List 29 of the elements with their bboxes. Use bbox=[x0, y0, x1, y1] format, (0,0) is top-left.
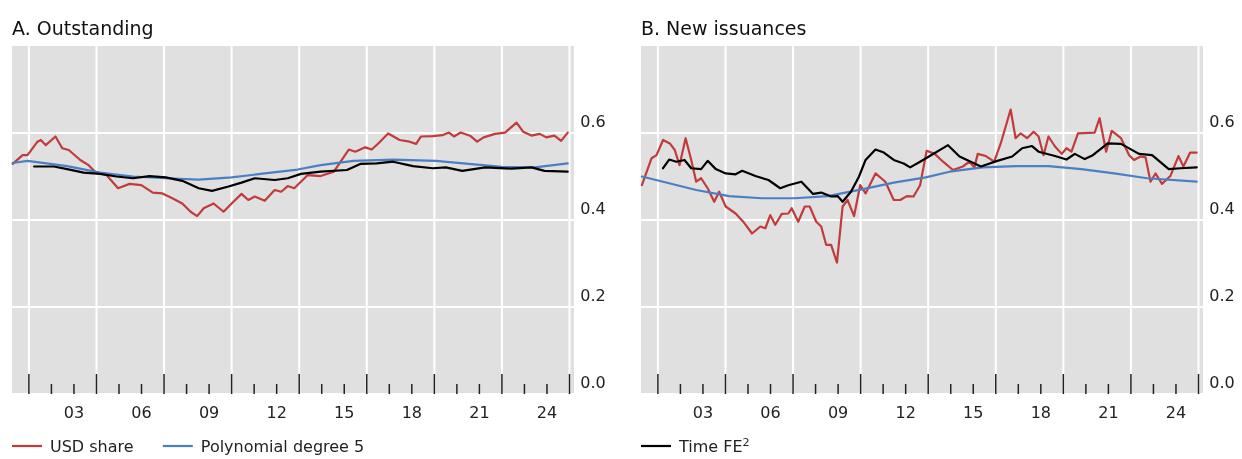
x-tick-label: 03 bbox=[63, 403, 85, 422]
chart-title: B. New issuances bbox=[641, 17, 807, 39]
x-tick-label: 09 bbox=[198, 403, 220, 422]
y-tick-label: 0.6 bbox=[580, 112, 606, 131]
x-tick-label: 18 bbox=[1030, 403, 1051, 422]
x-tick-label: 18 bbox=[401, 403, 422, 422]
y-tick-label: 0.6 bbox=[1209, 112, 1235, 131]
x-tick-label: 21 bbox=[1098, 403, 1119, 422]
y-tick-label: 0.2 bbox=[580, 286, 606, 305]
y-tick-label: 0.0 bbox=[1209, 373, 1235, 392]
x-tick-label: 12 bbox=[266, 403, 287, 422]
x-tick-label: 15 bbox=[963, 403, 984, 422]
x-tick-label: 24 bbox=[1165, 403, 1187, 422]
x-tick-label: 06 bbox=[760, 403, 781, 422]
y-tick-label: 0.0 bbox=[580, 373, 606, 392]
x-tick-label: 24 bbox=[536, 403, 558, 422]
y-tick-label: 0.4 bbox=[580, 199, 606, 218]
legend-label: Polynomial degree 5 bbox=[200, 437, 365, 456]
x-tick-label: 03 bbox=[692, 403, 714, 422]
x-tick-label: 09 bbox=[827, 403, 849, 422]
chart-title: A. Outstanding bbox=[12, 17, 154, 39]
legend-label: Time FE$^{2}$ bbox=[678, 435, 750, 456]
x-tick-label: 15 bbox=[334, 403, 355, 422]
legend-label: USD share bbox=[50, 437, 134, 456]
x-tick-label: 06 bbox=[131, 403, 152, 422]
y-tick-label: 0.2 bbox=[1209, 286, 1235, 305]
x-tick-label: 12 bbox=[895, 403, 916, 422]
y-tick-label: 0.4 bbox=[1209, 199, 1235, 218]
x-tick-label: 21 bbox=[469, 403, 490, 422]
